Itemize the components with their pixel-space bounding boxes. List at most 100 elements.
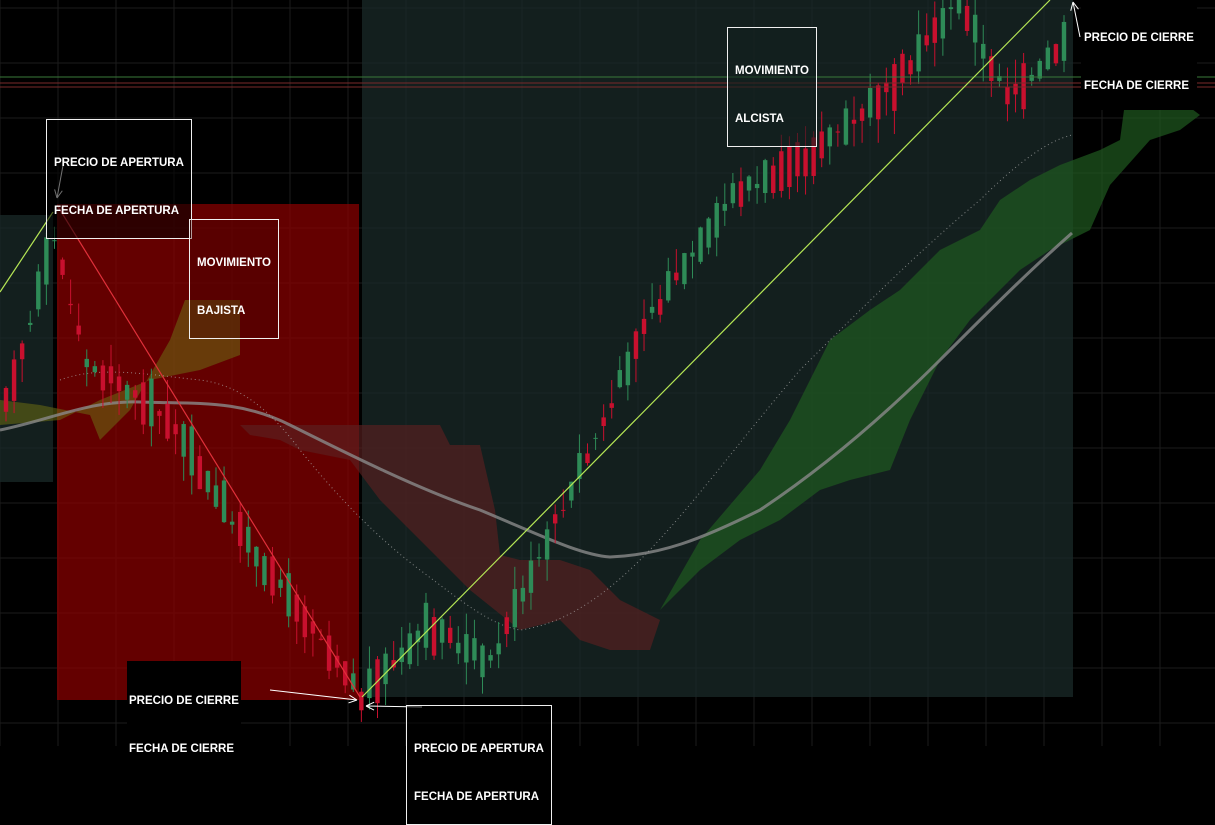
bullish-line2: ALCISTA: [735, 113, 784, 125]
bearish-candle: [908, 60, 913, 75]
open-price-text: PRECIO DE APERTURA: [414, 743, 544, 755]
bullish-candle: [1037, 60, 1042, 79]
bullish-candle: [399, 647, 404, 663]
moving-averages: [0, 134, 1073, 631]
bullish-candle: [415, 630, 421, 643]
bearish-candle: [68, 303, 73, 306]
bullish-candle: [205, 470, 211, 493]
bearish-candle: [108, 366, 114, 384]
bullish-candle: [972, 14, 978, 43]
close-price-text: PRECIO DE CIERRE: [1084, 32, 1194, 44]
bearish-candle: [924, 35, 929, 46]
close-price-label-right: PRECIO DE CIERRE FECHA DE CIERRE: [1081, 0, 1197, 110]
horizontal-levels: [0, 76, 1215, 88]
bullish-candle: [544, 529, 550, 560]
bullish-candle: [52, 240, 57, 242]
bullish-candle: [981, 43, 986, 59]
bullish-candle: [706, 218, 711, 248]
bearish-line1: MOVIMIENTO: [197, 257, 271, 269]
bullish-candle: [472, 638, 477, 661]
cloud-segment-yellow: [0, 300, 240, 440]
bearish-candle: [932, 17, 937, 43]
bullish-candle: [666, 271, 671, 301]
bearish-candle: [585, 453, 590, 464]
bullish-candle: [254, 546, 259, 567]
bullish-candle: [867, 87, 873, 118]
bearish-candle: [318, 638, 324, 640]
bearish-candle: [771, 165, 776, 194]
bearish-candle: [100, 365, 106, 391]
close-price-text: PRECIO DE CIERRE: [129, 695, 239, 707]
bearish-candle: [19, 343, 25, 360]
bearish-candle: [1053, 44, 1059, 64]
bearish-candle: [391, 660, 396, 668]
open-price-label-left: PRECIO DE APERTURA FECHA DE APERTURA: [46, 119, 192, 239]
bullish-candle: [36, 271, 41, 310]
bullish-candle: [754, 183, 760, 189]
bullish-candle: [730, 183, 736, 204]
bullish-movement-label: MOVIMIENTO ALCISTA: [727, 27, 817, 147]
bearish-candle: [165, 403, 170, 439]
bullish-candle: [625, 351, 631, 386]
bullish-candle: [948, 7, 954, 10]
bullish-candle: [698, 227, 703, 262]
bearish-candle: [11, 359, 17, 401]
candlestick-chart: [0, 0, 1215, 746]
bullish-candle: [488, 655, 493, 661]
bearish-candle: [157, 411, 162, 416]
bearish-candle: [334, 655, 340, 668]
bearish-candle: [795, 142, 800, 177]
bullish-candle: [520, 587, 526, 602]
bullish-candle: [480, 645, 485, 678]
bullish-candle: [722, 203, 727, 211]
arrow-close-left-head: [349, 694, 358, 701]
bearish-candle: [900, 53, 905, 83]
bullish-candle: [762, 160, 768, 194]
bearish-candle: [989, 56, 994, 81]
bearish-candle: [116, 376, 122, 392]
bearish-candle: [326, 635, 332, 671]
bearish-candle: [302, 606, 308, 638]
bearish-candle: [133, 390, 138, 398]
bearish-candle: [447, 627, 453, 643]
bearish-candle: [60, 259, 65, 275]
bearish-candle: [819, 131, 824, 159]
bearish-candle: [835, 131, 841, 133]
bearish-candle: [811, 137, 816, 176]
bearish-candle: [964, 5, 970, 31]
bearish-candle: [173, 424, 178, 435]
bearish-candle: [359, 691, 364, 711]
bearish-candle: [294, 594, 299, 622]
bullish-candle: [423, 602, 429, 648]
open-date-text: FECHA DE APERTURA: [54, 205, 180, 217]
bullish-candle: [278, 579, 283, 588]
bullish-candle: [714, 202, 719, 238]
bearish-candle: [76, 325, 81, 335]
bearish-candle: [876, 85, 881, 120]
cloud-segment-red: [240, 425, 660, 650]
bearish-candle: [1013, 83, 1018, 95]
bullish-candle: [92, 366, 98, 373]
bullish-candle: [1045, 47, 1051, 70]
ichimoku-cloud: [0, 65, 1200, 650]
bearish-candle: [1021, 63, 1026, 110]
bearish-candle: [609, 403, 614, 408]
trend-line-previous: [0, 211, 54, 293]
bearish-candle: [141, 382, 146, 425]
bearish-candle: [803, 148, 808, 177]
bearish-candle: [779, 151, 784, 191]
bearish-candle: [3, 387, 9, 412]
bullish-line1: MOVIMIENTO: [735, 65, 809, 77]
bearish-candle: [601, 417, 606, 427]
bullish-candle: [383, 653, 388, 685]
bullish-candle: [682, 253, 687, 285]
bullish-candle: [262, 556, 267, 586]
bearish-candle: [1005, 86, 1010, 105]
bearish-candle: [431, 617, 437, 656]
bullish-candle: [149, 378, 154, 427]
bullish-candle: [124, 384, 130, 400]
bullish-candle: [246, 526, 251, 553]
bearish-candle: [238, 511, 243, 546]
bullish-candle: [512, 589, 518, 628]
bearish-line2: BAJISTA: [197, 305, 246, 317]
